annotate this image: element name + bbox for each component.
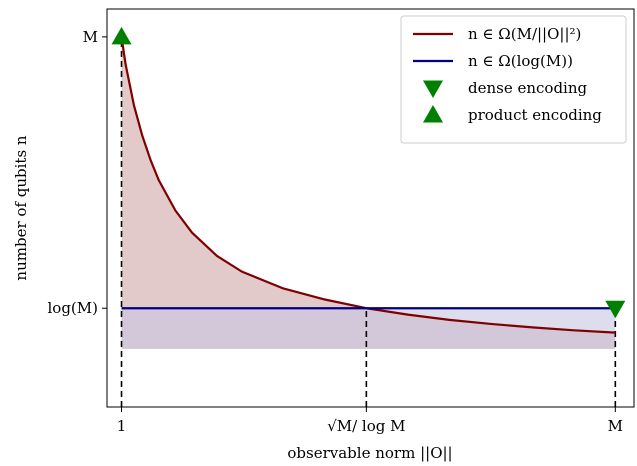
- legend-label-2: n ∈ Ω(log(M)): [468, 52, 573, 70]
- y-ticks: log(M) M: [48, 28, 107, 317]
- y-tick-label-1: log(M): [48, 299, 99, 317]
- legend: n ∈ Ω(M/||O||²) n ∈ Ω(log(M)) dense encodi…: [400, 15, 627, 144]
- x-tick-label-3: M: [608, 417, 623, 435]
- legend-label-4: product encoding: [468, 106, 602, 124]
- plot-frame: [106, 8, 635, 408]
- area-fill-2: [121, 308, 616, 349]
- x-axis-title: observable norm ||O||: [287, 444, 452, 462]
- x-tick-label-2: √M/ log M: [327, 417, 405, 435]
- series-lines: [120, 36, 616, 334]
- x-ticks: 1 √M/ log M M: [117, 407, 623, 435]
- x-tick-label-1: 1: [117, 417, 127, 435]
- y-axis-title: number of qubits n: [12, 135, 30, 280]
- legend-swatch-4: [423, 105, 443, 123]
- legend-label-1: n ∈ Ω(M/||O||²): [468, 25, 581, 43]
- y-tick-label-2: M: [83, 28, 98, 46]
- marker-product-encoding: [111, 26, 132, 45]
- markers: [111, 26, 626, 319]
- legend-box: [400, 15, 627, 144]
- legend-label-3: dense encoding: [468, 79, 588, 97]
- legend-swatch-3: [423, 80, 443, 98]
- area-fills: [121, 36, 616, 349]
- guide-lines: [120, 36, 617, 407]
- marker-dense-encoding: [605, 300, 626, 319]
- series-line-1: [120, 36, 616, 334]
